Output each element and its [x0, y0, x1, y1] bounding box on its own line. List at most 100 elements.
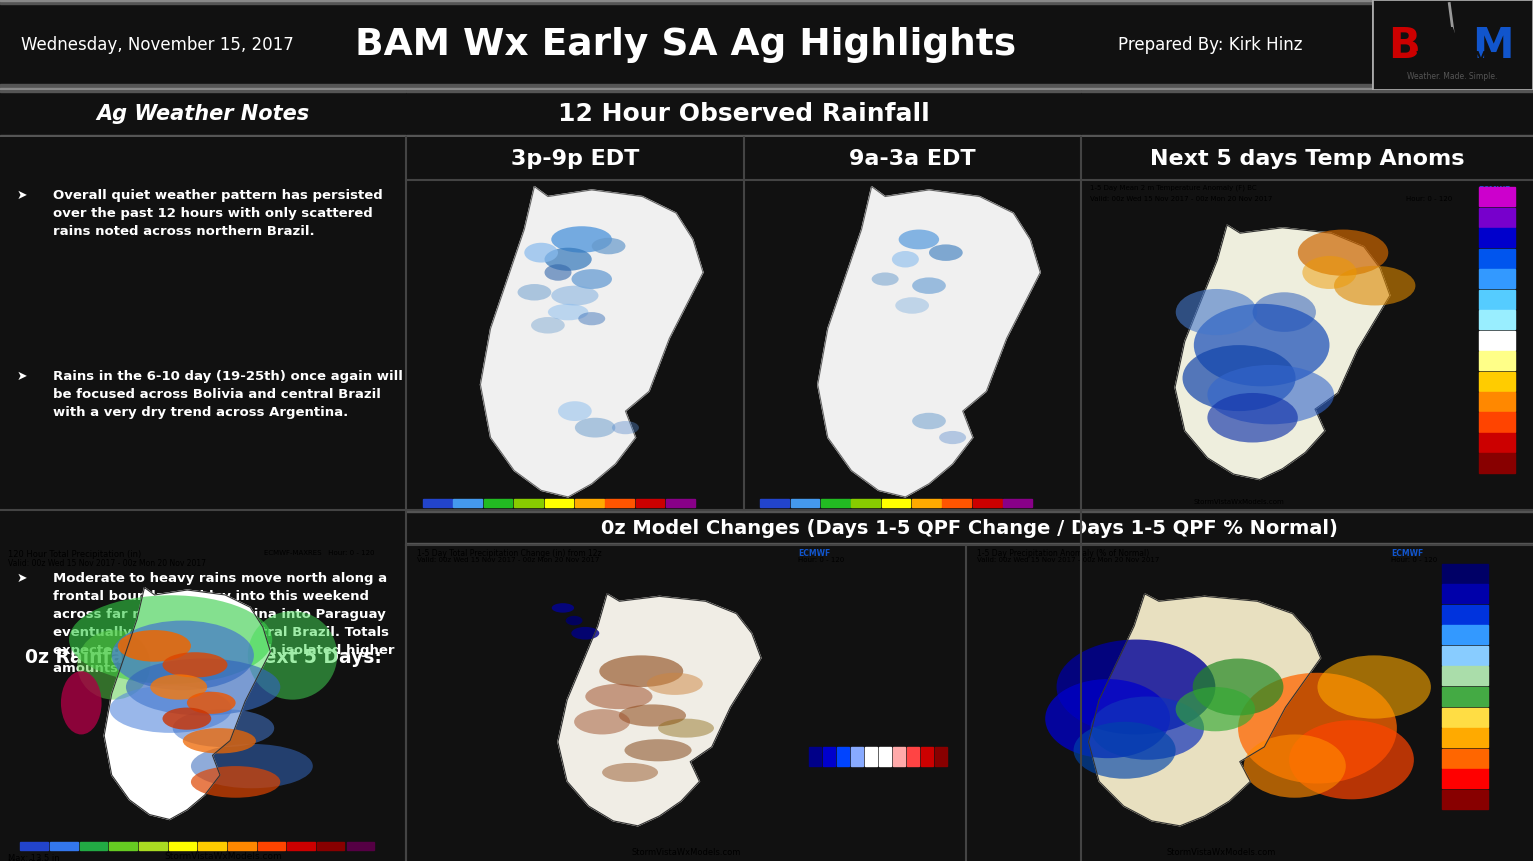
Text: 1-5 Day Mean 2 m Temperature Anomaly (F) BC: 1-5 Day Mean 2 m Temperature Anomaly (F)…: [1090, 184, 1257, 190]
Bar: [878, 747, 891, 766]
Bar: [1003, 499, 1032, 507]
Bar: [1479, 229, 1515, 248]
Text: Valid: 00z Wed 15 Nov 2017 - 00z Mon 20 Nov 2017: Valid: 00z Wed 15 Nov 2017 - 00z Mon 20 …: [977, 556, 1159, 562]
Polygon shape: [1088, 594, 1320, 826]
Ellipse shape: [1317, 655, 1430, 719]
Bar: [0, 85, 1372, 90]
Bar: [1479, 188, 1515, 208]
Bar: [1081, 90, 1533, 93]
Ellipse shape: [547, 305, 589, 321]
Bar: [894, 747, 906, 766]
Ellipse shape: [524, 244, 558, 263]
Bar: [258, 842, 285, 850]
Bar: [1479, 454, 1515, 473]
Text: ECMWF: ECMWF: [1392, 548, 1424, 557]
Bar: [943, 499, 972, 507]
Text: 12 Hour Observed Rainfall: 12 Hour Observed Rainfall: [558, 102, 929, 126]
Ellipse shape: [592, 238, 625, 255]
Bar: [908, 747, 920, 766]
Text: Weather. Made. Simple.: Weather. Made. Simple.: [1407, 71, 1498, 80]
Ellipse shape: [544, 249, 592, 271]
Ellipse shape: [602, 763, 658, 782]
Bar: [346, 842, 374, 850]
Bar: [1443, 605, 1487, 624]
Ellipse shape: [1090, 697, 1203, 760]
Bar: [665, 499, 694, 507]
Bar: [822, 499, 849, 507]
Bar: [484, 499, 512, 507]
Ellipse shape: [572, 627, 599, 640]
Bar: [1479, 372, 1515, 391]
Ellipse shape: [1176, 289, 1257, 336]
Text: Valid: 00z Wed 15 Nov 2017 - 00z Mon 20 Nov 2017: Valid: 00z Wed 15 Nov 2017 - 00z Mon 20 …: [8, 558, 205, 567]
Bar: [851, 499, 880, 507]
Ellipse shape: [575, 418, 615, 438]
Bar: [1443, 770, 1487, 789]
Bar: [851, 747, 863, 766]
Bar: [1443, 687, 1487, 706]
Text: A: A: [1432, 25, 1464, 67]
Ellipse shape: [192, 744, 313, 789]
Text: ECMWF: ECMWF: [1479, 186, 1512, 195]
Ellipse shape: [1193, 659, 1283, 715]
Ellipse shape: [895, 298, 929, 314]
Bar: [823, 747, 835, 766]
Text: Hour: 0 - 120: Hour: 0 - 120: [1406, 195, 1453, 201]
Ellipse shape: [578, 313, 606, 326]
Ellipse shape: [61, 672, 101, 734]
Bar: [406, 90, 1081, 93]
Ellipse shape: [552, 287, 598, 307]
Ellipse shape: [552, 227, 612, 253]
Bar: [198, 842, 225, 850]
Bar: [1479, 433, 1515, 453]
Text: B: B: [1389, 25, 1420, 67]
Bar: [1443, 626, 1487, 645]
Ellipse shape: [248, 611, 337, 700]
Bar: [0, 0, 1372, 2]
Text: 0z Rainfall Guidance Next 5 Days:: 0z Rainfall Guidance Next 5 Days:: [25, 647, 382, 666]
Ellipse shape: [518, 285, 552, 301]
Ellipse shape: [929, 245, 963, 262]
Bar: [1443, 585, 1487, 604]
Text: 120 Hour Total Precipitation (in): 120 Hour Total Precipitation (in): [8, 550, 141, 559]
Ellipse shape: [182, 728, 256, 753]
Ellipse shape: [118, 630, 192, 662]
Bar: [1443, 646, 1487, 665]
Ellipse shape: [110, 685, 231, 733]
Ellipse shape: [647, 673, 702, 695]
Bar: [575, 499, 604, 507]
Polygon shape: [817, 188, 1041, 498]
Ellipse shape: [558, 402, 592, 422]
Ellipse shape: [1208, 393, 1298, 443]
Bar: [514, 499, 543, 507]
Ellipse shape: [1239, 673, 1397, 784]
Text: StormVistaWxModels.com: StormVistaWxModels.com: [1167, 847, 1275, 856]
Text: Overall quiet weather pattern has persisted
over the past 12 hours with only sca: Overall quiet weather pattern has persis…: [52, 189, 383, 238]
Bar: [1479, 393, 1515, 412]
Bar: [1443, 749, 1487, 768]
Bar: [791, 499, 819, 507]
Text: M: M: [1472, 25, 1513, 67]
Ellipse shape: [162, 708, 212, 730]
Bar: [406, 511, 1533, 512]
Bar: [1479, 413, 1515, 432]
Ellipse shape: [1056, 640, 1216, 734]
Bar: [1479, 331, 1515, 350]
Bar: [606, 499, 635, 507]
Ellipse shape: [544, 265, 572, 282]
Bar: [837, 747, 849, 766]
Ellipse shape: [192, 766, 281, 798]
Text: ➤: ➤: [17, 572, 26, 585]
Text: StormVistaWxModels.com: StormVistaWxModels.com: [164, 851, 282, 860]
Ellipse shape: [912, 413, 946, 430]
Bar: [1479, 311, 1515, 330]
Bar: [1443, 728, 1487, 747]
Bar: [406, 543, 1533, 545]
Ellipse shape: [1176, 687, 1256, 732]
Ellipse shape: [1303, 257, 1357, 289]
Bar: [80, 842, 107, 850]
Bar: [881, 499, 911, 507]
Ellipse shape: [573, 709, 630, 734]
Bar: [1479, 351, 1515, 371]
Bar: [0, 0, 1372, 5]
